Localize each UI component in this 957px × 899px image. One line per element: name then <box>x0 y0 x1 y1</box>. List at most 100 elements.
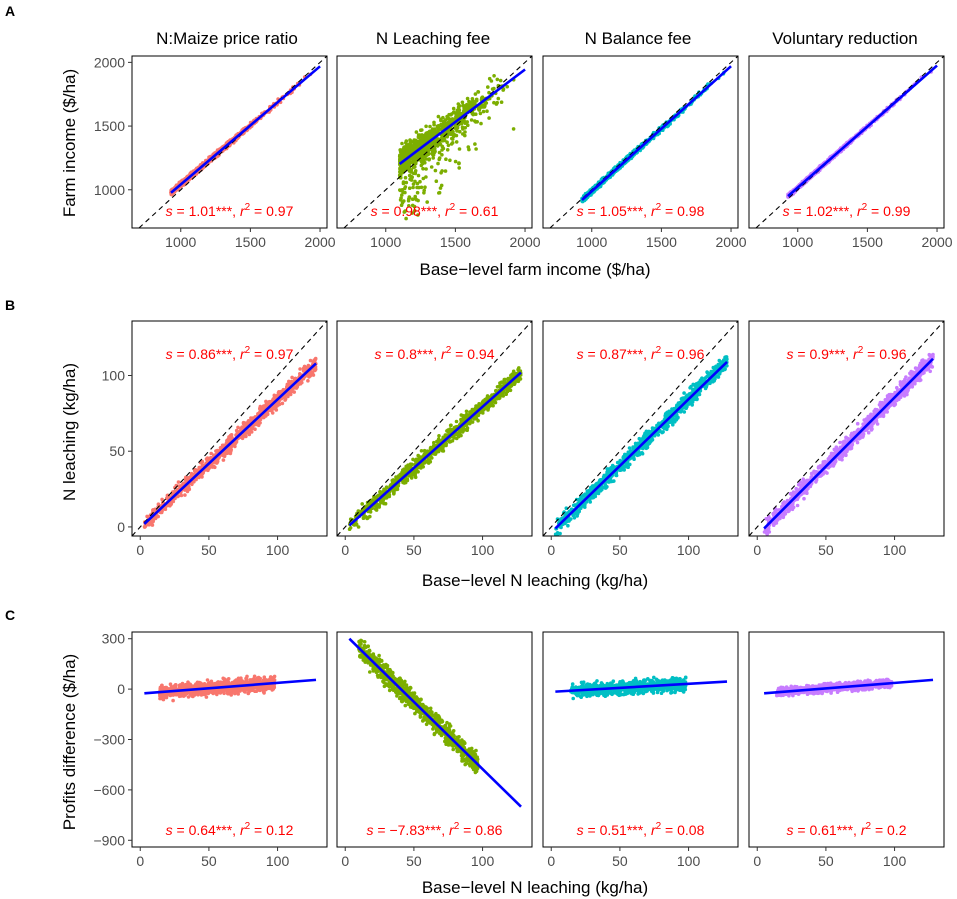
y-tick-label: 2000 <box>94 54 125 70</box>
x-tick-label: 2000 <box>921 234 952 250</box>
data-point <box>419 140 424 145</box>
data-point <box>306 363 311 368</box>
data-point <box>176 480 181 484</box>
data-point <box>244 434 248 439</box>
data-point <box>426 134 431 138</box>
data-point <box>449 142 454 146</box>
data-point <box>463 126 468 130</box>
data-point <box>495 100 500 105</box>
data-point <box>443 118 448 122</box>
data-point <box>454 140 459 144</box>
data-point <box>437 150 442 155</box>
data-point <box>179 493 184 498</box>
data-point <box>270 411 275 415</box>
data-point <box>418 179 422 184</box>
data-point <box>240 425 244 430</box>
data-point <box>432 120 436 125</box>
data-point <box>221 458 226 462</box>
fit-line <box>170 65 321 194</box>
data-point <box>413 179 417 184</box>
data-point <box>417 185 421 190</box>
x-tick-label: 1000 <box>576 234 607 250</box>
data-point <box>422 188 427 193</box>
data-point <box>496 96 501 101</box>
data-point <box>165 496 169 500</box>
data-point <box>404 180 409 185</box>
data-point <box>479 121 483 126</box>
data-point <box>286 394 290 399</box>
x-tick-label: 0 <box>136 542 144 558</box>
data-point <box>214 458 218 463</box>
data-point <box>499 100 504 104</box>
data-point <box>264 401 269 406</box>
panel-label-a: A <box>5 3 15 19</box>
data-point <box>270 407 275 412</box>
data-point <box>455 129 459 133</box>
data-point <box>425 148 430 153</box>
plot-area <box>337 321 532 536</box>
y-tick-label: 1500 <box>94 118 125 134</box>
data-point <box>416 213 420 217</box>
data-point <box>427 157 432 161</box>
data-point <box>407 195 412 200</box>
identity-line <box>343 56 532 228</box>
data-point <box>433 140 437 144</box>
data-point <box>477 108 481 112</box>
data-point <box>413 146 418 151</box>
identity-line <box>138 56 327 228</box>
data-point <box>437 157 442 162</box>
column-title-3: N Balance fee <box>585 29 692 48</box>
data-point <box>424 167 428 171</box>
data-point <box>165 493 170 498</box>
data-point <box>280 401 285 406</box>
data-point <box>492 100 496 105</box>
column-title-4: Voluntary reduction <box>772 29 918 48</box>
x-tick-label: 1500 <box>235 234 266 250</box>
data-point <box>419 185 424 190</box>
xlabel-a: Base−level farm income ($/ha) <box>419 260 650 279</box>
data-point <box>462 110 467 114</box>
data-point <box>401 181 406 186</box>
data-point <box>421 137 425 141</box>
data-point <box>403 185 408 189</box>
data-point <box>457 161 461 166</box>
data-point <box>228 451 233 456</box>
data-point <box>451 117 456 122</box>
data-point <box>412 144 416 148</box>
data-point <box>301 369 306 373</box>
plot-area <box>132 321 327 536</box>
data-point <box>458 129 462 134</box>
data-point <box>473 142 477 146</box>
data-point <box>183 493 187 497</box>
data-point <box>435 125 440 129</box>
data-point <box>240 436 245 441</box>
data-point <box>470 97 475 101</box>
data-point <box>463 133 467 138</box>
row-b: B N leaching (kg/ha) Base−level N leachi… <box>5 297 648 590</box>
data-point <box>403 175 408 180</box>
y-tick-label: 1000 <box>94 182 125 198</box>
plot-area <box>343 56 532 228</box>
data-point <box>460 100 465 105</box>
data-point <box>487 76 492 81</box>
data-point <box>403 190 407 195</box>
data-point <box>422 158 426 163</box>
data-point <box>189 471 194 476</box>
data-point <box>402 199 406 203</box>
data-point <box>408 177 412 182</box>
stats-annotation: s = 0.86***, r2 = 0.97 <box>166 345 294 362</box>
data-point <box>243 423 247 428</box>
x-tick-label: 2000 <box>715 234 746 250</box>
data-point <box>407 149 411 153</box>
data-point <box>456 102 461 106</box>
data-point <box>428 124 432 129</box>
data-point <box>407 186 412 190</box>
data-point <box>233 441 238 446</box>
data-point <box>283 398 287 402</box>
data-point <box>446 116 451 120</box>
data-point <box>400 188 405 192</box>
data-point <box>464 409 469 414</box>
ylabel-a: Farm income ($/ha) <box>60 69 79 217</box>
data-point <box>481 109 486 114</box>
